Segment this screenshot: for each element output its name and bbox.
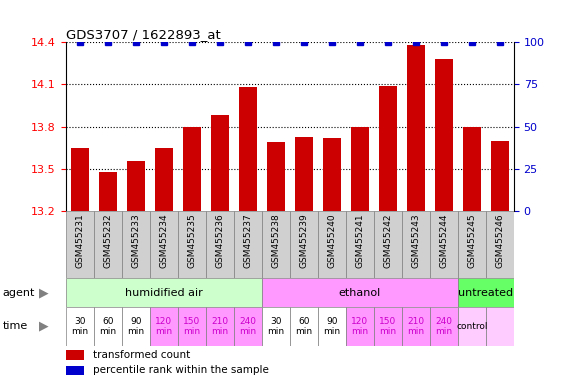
- Bar: [458, 211, 486, 278]
- Text: GSM455232: GSM455232: [103, 213, 112, 268]
- Text: 210
min: 210 min: [407, 317, 424, 336]
- Bar: [66, 278, 262, 307]
- Text: control: control: [456, 322, 488, 331]
- Text: 150
min: 150 min: [183, 317, 200, 336]
- Text: GSM455236: GSM455236: [215, 213, 224, 268]
- Bar: [234, 211, 262, 278]
- Bar: [150, 307, 178, 346]
- Bar: [486, 211, 514, 278]
- Bar: [402, 211, 430, 278]
- Bar: [66, 351, 83, 360]
- Text: 90
min: 90 min: [127, 317, 144, 336]
- Bar: [463, 127, 481, 211]
- Bar: [374, 211, 402, 278]
- Text: GSM455237: GSM455237: [243, 213, 252, 268]
- Bar: [435, 59, 453, 211]
- Bar: [346, 211, 374, 278]
- Bar: [318, 211, 346, 278]
- Text: 240
min: 240 min: [239, 317, 256, 336]
- Text: ▶: ▶: [39, 286, 49, 299]
- Text: GSM455244: GSM455244: [439, 213, 448, 268]
- Text: GSM455242: GSM455242: [383, 213, 392, 268]
- Bar: [491, 141, 509, 211]
- Text: GSM455245: GSM455245: [468, 213, 476, 268]
- Text: GSM455246: GSM455246: [496, 213, 504, 268]
- Bar: [346, 307, 374, 346]
- Bar: [183, 127, 201, 211]
- Bar: [122, 307, 150, 346]
- Bar: [122, 211, 150, 278]
- Bar: [178, 307, 206, 346]
- Bar: [127, 161, 145, 211]
- Text: 90
min: 90 min: [323, 317, 340, 336]
- Text: GSM455240: GSM455240: [327, 213, 336, 268]
- Bar: [458, 307, 486, 346]
- Bar: [211, 116, 229, 211]
- Text: GSM455241: GSM455241: [355, 213, 364, 268]
- Bar: [407, 45, 425, 211]
- Text: percentile rank within the sample: percentile rank within the sample: [93, 366, 268, 376]
- Bar: [150, 211, 178, 278]
- Text: GSM455243: GSM455243: [411, 213, 420, 268]
- Bar: [486, 307, 514, 346]
- Bar: [206, 211, 234, 278]
- Bar: [262, 307, 289, 346]
- Bar: [430, 307, 458, 346]
- Text: ▶: ▶: [39, 320, 49, 333]
- Text: GSM455238: GSM455238: [271, 213, 280, 268]
- Bar: [94, 307, 122, 346]
- Bar: [318, 307, 346, 346]
- Bar: [94, 211, 122, 278]
- Bar: [262, 278, 458, 307]
- Text: 60
min: 60 min: [99, 317, 116, 336]
- Bar: [178, 211, 206, 278]
- Bar: [66, 211, 94, 278]
- Bar: [402, 307, 430, 346]
- Text: 30
min: 30 min: [267, 317, 284, 336]
- Bar: [66, 366, 83, 375]
- Bar: [290, 307, 318, 346]
- Text: GDS3707 / 1622893_at: GDS3707 / 1622893_at: [66, 28, 220, 41]
- Bar: [234, 307, 262, 346]
- Text: 240
min: 240 min: [435, 317, 452, 336]
- Bar: [351, 127, 369, 211]
- Text: GSM455233: GSM455233: [131, 213, 140, 268]
- Bar: [66, 307, 94, 346]
- Bar: [99, 172, 117, 211]
- Bar: [206, 307, 234, 346]
- Bar: [71, 148, 89, 211]
- Text: agent: agent: [3, 288, 35, 298]
- Bar: [458, 278, 514, 307]
- Text: 120
min: 120 min: [351, 317, 368, 336]
- Text: ethanol: ethanol: [339, 288, 381, 298]
- Bar: [379, 86, 397, 211]
- Bar: [262, 211, 289, 278]
- Text: transformed count: transformed count: [93, 350, 190, 360]
- Bar: [323, 138, 341, 211]
- Bar: [295, 137, 313, 211]
- Bar: [374, 307, 402, 346]
- Bar: [267, 142, 285, 211]
- Text: GSM455235: GSM455235: [187, 213, 196, 268]
- Text: humidified air: humidified air: [125, 288, 203, 298]
- Text: 60
min: 60 min: [295, 317, 312, 336]
- Text: time: time: [3, 321, 28, 331]
- Text: 150
min: 150 min: [379, 317, 396, 336]
- Text: GSM455239: GSM455239: [299, 213, 308, 268]
- Text: GSM455231: GSM455231: [75, 213, 84, 268]
- Bar: [155, 148, 173, 211]
- Text: 210
min: 210 min: [211, 317, 228, 336]
- Bar: [430, 211, 458, 278]
- Bar: [290, 211, 318, 278]
- Bar: [239, 87, 257, 211]
- Text: untreated: untreated: [459, 288, 513, 298]
- Text: 120
min: 120 min: [155, 317, 172, 336]
- Text: GSM455234: GSM455234: [159, 213, 168, 268]
- Text: 30
min: 30 min: [71, 317, 89, 336]
